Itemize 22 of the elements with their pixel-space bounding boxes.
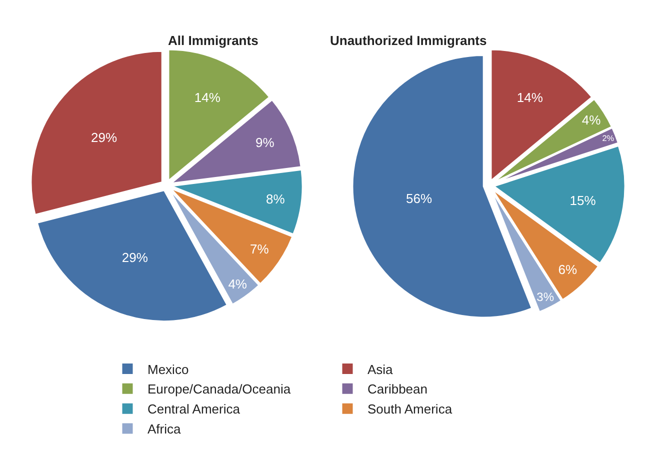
- legend-label: Mexico: [148, 362, 189, 377]
- legend-label: Asia: [368, 362, 394, 377]
- legend-label: Europe/Canada/Oceania: [148, 382, 292, 397]
- data-label: 4%: [228, 276, 248, 292]
- data-label: 4%: [582, 112, 602, 128]
- data-label: 7%: [250, 241, 270, 256]
- data-label: 9%: [256, 135, 275, 150]
- data-label: 8%: [266, 192, 286, 207]
- legend-label: Caribbean: [368, 382, 428, 397]
- data-label: 29%: [122, 250, 148, 265]
- legend-label: South America: [368, 402, 453, 417]
- data-label: 14%: [516, 90, 544, 105]
- data-label: 56%: [406, 191, 432, 206]
- chart-title: Unauthorized Immigrants: [330, 33, 487, 48]
- legend-label: Africa: [148, 422, 182, 437]
- chart-title: All Immigrants: [168, 33, 258, 48]
- data-label: 14%: [194, 90, 221, 105]
- data-label: 3%: [536, 290, 554, 304]
- legend-label: Central America: [148, 402, 241, 417]
- data-label: 29%: [91, 130, 118, 145]
- data-label: 15%: [570, 192, 596, 208]
- data-label: 6%: [558, 262, 578, 278]
